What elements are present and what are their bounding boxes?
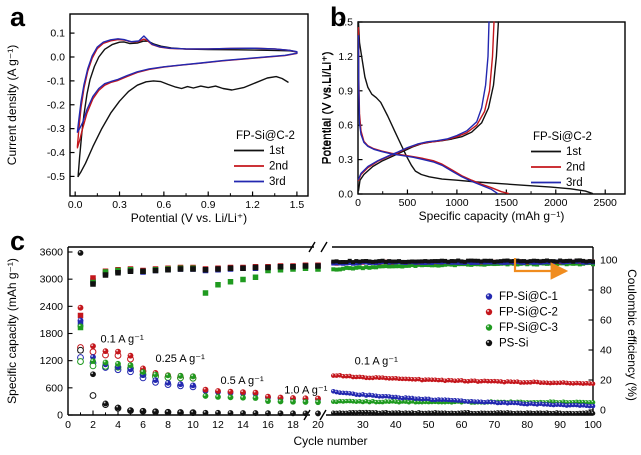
- svg-text:-0.1: -0.1: [47, 75, 65, 87]
- svg-text:14: 14: [237, 419, 249, 431]
- svg-text:0.0: 0.0: [338, 189, 353, 201]
- svg-text:50: 50: [423, 419, 435, 431]
- svg-text:1500: 1500: [495, 197, 519, 209]
- svg-text:1.5: 1.5: [290, 199, 305, 211]
- svg-text:60: 60: [456, 419, 468, 431]
- svg-text:3000: 3000: [40, 274, 64, 286]
- svg-text:0: 0: [65, 419, 71, 431]
- svg-text:Potential (V vs. Li/Li⁺): Potential (V vs. Li/Li⁺): [131, 211, 247, 225]
- svg-text:30: 30: [357, 419, 369, 431]
- panel-letter-a: a: [10, 2, 26, 32]
- svg-text:2nd: 2nd: [566, 162, 585, 174]
- svg-text:6: 6: [140, 419, 146, 431]
- svg-text:80: 80: [600, 285, 612, 297]
- charge-discharge-chart: 0 500 1000 1500 2000 2500 0.0 0.3 0.6 0.9 1.2 1.5 Sp…: [322, 17, 626, 223]
- svg-text:-0.4: -0.4: [47, 147, 65, 159]
- svg-text:0.0: 0.0: [50, 51, 65, 63]
- svg-text:FP-Si@C-3: FP-Si@C-3: [499, 322, 558, 334]
- svg-text:-0.5: -0.5: [47, 171, 65, 183]
- svg-text:18: 18: [287, 419, 299, 431]
- svg-text:0: 0: [355, 197, 361, 209]
- svg-text:70: 70: [489, 419, 501, 431]
- svg-text:16: 16: [262, 419, 274, 431]
- svg-text:0.6: 0.6: [338, 120, 353, 132]
- svg-text:0.1 A g⁻¹: 0.1 A g⁻¹: [355, 356, 398, 368]
- svg-text:0.3: 0.3: [112, 199, 127, 211]
- svg-text:1st: 1st: [269, 145, 285, 157]
- svg-text:0.9: 0.9: [338, 85, 353, 97]
- svg-text:1.0 A g⁻¹: 1.0 A g⁻¹: [284, 384, 327, 396]
- svg-text:0.1 A g⁻¹: 0.1 A g⁻¹: [101, 334, 144, 346]
- svg-text:Current density (A g⁻¹): Current density (A g⁻¹): [5, 45, 19, 165]
- svg-text:0.1: 0.1: [50, 28, 65, 40]
- svg-text:0.6: 0.6: [157, 199, 172, 211]
- svg-text:40: 40: [390, 419, 402, 431]
- svg-text:FP-Si@C-1: FP-Si@C-1: [499, 291, 558, 303]
- svg-text:100: 100: [584, 419, 602, 431]
- cycling-performance-panel: 0 2 4 6 8 10 12 14 16 18 20 30 40 50 60 70 80 90 100 0 600 12…: [0, 228, 641, 455]
- svg-text:0.0: 0.0: [68, 199, 83, 211]
- svg-text:2400: 2400: [40, 301, 64, 313]
- svg-text:0.9: 0.9: [201, 199, 216, 211]
- cv-panel: 0.0 0.3 0.6 0.9 1.2 1.5 0.1 0.0 -0.1 -0.2 -0.3 -0.4…: [0, 0, 322, 228]
- cv-chart: 0.0 0.3 0.6 0.9 1.2 1.5 0.1 0.0 -0.1 -0.2 -0.3 -0.4…: [5, 13, 309, 225]
- svg-text:Specific capacity (mAh g⁻¹): Specific capacity (mAh g⁻¹): [419, 209, 565, 223]
- svg-text:Cycle number: Cycle number: [293, 434, 367, 448]
- panel-letter-b: b: [330, 2, 347, 32]
- svg-text:FP-Si@C-2: FP-Si@C-2: [236, 130, 295, 142]
- svg-text:0: 0: [600, 405, 606, 417]
- svg-text:20: 20: [312, 419, 324, 431]
- svg-text:10: 10: [187, 419, 199, 431]
- svg-text:8: 8: [165, 419, 171, 431]
- svg-text:90: 90: [554, 419, 566, 431]
- svg-text:FP-Si@C-2: FP-Si@C-2: [499, 307, 558, 319]
- svg-text:500: 500: [399, 197, 417, 209]
- cycling-performance-chart: 0 2 4 6 8 10 12 14 16 18 20 30 40 50 60 70 80 90 100060012…: [5, 241, 639, 448]
- svg-text:1200: 1200: [40, 355, 64, 367]
- svg-text:Potential (V vs.Li/Li⁺): Potential (V vs.Li/Li⁺): [322, 51, 334, 164]
- svg-text:-0.3: -0.3: [47, 123, 65, 135]
- svg-text:Potential (V vs.Li/Li⁺): Potential (V vs.Li/Li⁺): [322, 51, 333, 164]
- svg-text:2500: 2500: [594, 197, 618, 209]
- svg-text:1.5: 1.5: [338, 17, 353, 29]
- svg-text:12: 12: [212, 419, 224, 431]
- svg-text:0.5 A g⁻¹: 0.5 A g⁻¹: [221, 375, 264, 387]
- svg-text:20: 20: [600, 375, 612, 387]
- svg-text:40: 40: [600, 345, 612, 357]
- svg-text:-0.2: -0.2: [47, 99, 65, 111]
- svg-text:1st: 1st: [566, 146, 582, 158]
- svg-text:0.3: 0.3: [338, 154, 353, 166]
- svg-text:PS-Si: PS-Si: [499, 338, 528, 350]
- svg-text:3rd: 3rd: [269, 176, 286, 188]
- svg-text:1.2: 1.2: [245, 199, 260, 211]
- svg-text:FP-Si@C-2: FP-Si@C-2: [533, 131, 592, 143]
- svg-text:0: 0: [57, 410, 63, 422]
- svg-text:2: 2: [90, 419, 96, 431]
- svg-text:100: 100: [600, 255, 618, 267]
- svg-text:3600: 3600: [40, 247, 64, 259]
- panel-letter-c: c: [10, 226, 26, 256]
- svg-text:2nd: 2nd: [269, 161, 288, 173]
- svg-text:3rd: 3rd: [566, 177, 583, 189]
- svg-text:1.2: 1.2: [338, 51, 353, 63]
- svg-text:60: 60: [600, 315, 612, 327]
- svg-text:4: 4: [115, 419, 121, 431]
- svg-text:0.25 A g⁻¹: 0.25 A g⁻¹: [156, 353, 206, 365]
- svg-text:80: 80: [521, 419, 533, 431]
- svg-text:1800: 1800: [40, 328, 64, 340]
- svg-text:2000: 2000: [544, 197, 568, 209]
- svg-text:1000: 1000: [445, 197, 469, 209]
- svg-text:Coulombic efficiency (%): Coulombic efficiency (%): [625, 269, 639, 401]
- svg-text:Specific capacity (mAh g⁻¹): Specific capacity (mAh g⁻¹): [5, 258, 19, 404]
- charge-discharge-panel: 0 500 1000 1500 2000 2500 0.0 0.3 0.6 0.9 1.2 1.5 Sp…: [322, 0, 641, 228]
- svg-text:600: 600: [45, 382, 63, 394]
